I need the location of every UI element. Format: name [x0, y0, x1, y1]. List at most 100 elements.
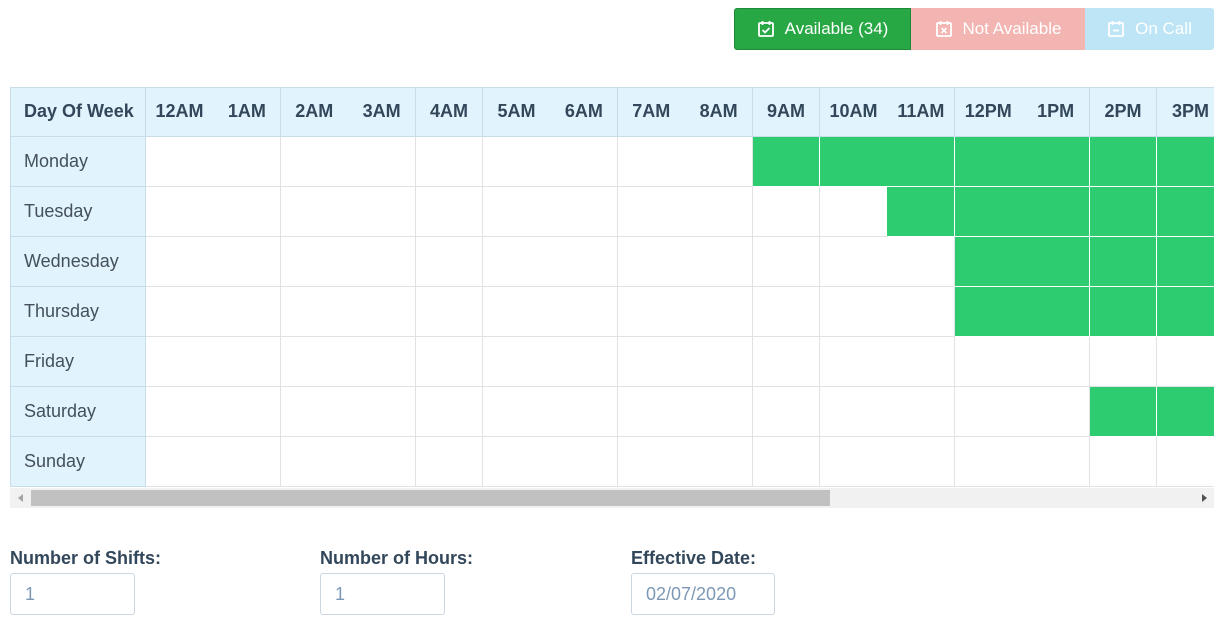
- empty-slot[interactable]: [685, 237, 754, 287]
- empty-slot[interactable]: [213, 237, 282, 287]
- empty-slot[interactable]: [685, 187, 754, 237]
- empty-slot[interactable]: [887, 387, 956, 437]
- empty-slot[interactable]: [483, 137, 551, 187]
- empty-slot[interactable]: [415, 387, 484, 437]
- empty-slot[interactable]: [752, 237, 821, 287]
- empty-slot[interactable]: [887, 287, 956, 337]
- empty-slot[interactable]: [213, 287, 282, 337]
- on-call-button[interactable]: On Call: [1085, 8, 1214, 50]
- empty-slot[interactable]: [348, 437, 417, 487]
- available-slot[interactable]: [1022, 287, 1091, 337]
- empty-slot[interactable]: [617, 187, 686, 237]
- empty-slot[interactable]: [415, 437, 484, 487]
- empty-slot[interactable]: [820, 387, 888, 437]
- available-slot[interactable]: [887, 137, 956, 187]
- available-slot[interactable]: [752, 137, 821, 187]
- available-slot[interactable]: [1022, 187, 1091, 237]
- available-slot[interactable]: [1157, 237, 1214, 287]
- empty-slot[interactable]: [415, 337, 484, 387]
- empty-slot[interactable]: [146, 287, 214, 337]
- empty-slot[interactable]: [1089, 337, 1158, 387]
- empty-slot[interactable]: [280, 337, 349, 387]
- empty-slot[interactable]: [954, 437, 1023, 487]
- empty-slot[interactable]: [820, 287, 888, 337]
- available-slot[interactable]: [820, 137, 888, 187]
- empty-slot[interactable]: [1089, 437, 1158, 487]
- empty-slot[interactable]: [752, 387, 821, 437]
- empty-slot[interactable]: [280, 137, 349, 187]
- empty-slot[interactable]: [617, 237, 686, 287]
- empty-slot[interactable]: [348, 137, 417, 187]
- scroll-right-arrow-icon[interactable]: [1194, 488, 1214, 508]
- empty-slot[interactable]: [550, 287, 619, 337]
- empty-slot[interactable]: [954, 337, 1023, 387]
- empty-slot[interactable]: [685, 137, 754, 187]
- empty-slot[interactable]: [954, 387, 1023, 437]
- empty-slot[interactable]: [213, 187, 282, 237]
- empty-slot[interactable]: [887, 337, 956, 387]
- available-slot[interactable]: [887, 187, 956, 237]
- hours-input[interactable]: [320, 573, 445, 615]
- empty-slot[interactable]: [348, 287, 417, 337]
- empty-slot[interactable]: [280, 187, 349, 237]
- empty-slot[interactable]: [415, 187, 484, 237]
- empty-slot[interactable]: [280, 237, 349, 287]
- available-slot[interactable]: [1089, 187, 1158, 237]
- available-slot[interactable]: [1089, 237, 1158, 287]
- empty-slot[interactable]: [887, 437, 956, 487]
- empty-slot[interactable]: [146, 337, 214, 387]
- empty-slot[interactable]: [146, 387, 214, 437]
- empty-slot[interactable]: [348, 387, 417, 437]
- empty-slot[interactable]: [1022, 387, 1091, 437]
- available-slot[interactable]: [954, 237, 1023, 287]
- available-slot[interactable]: [1157, 187, 1214, 237]
- empty-slot[interactable]: [617, 137, 686, 187]
- empty-slot[interactable]: [617, 287, 686, 337]
- available-slot[interactable]: [954, 287, 1023, 337]
- empty-slot[interactable]: [483, 187, 551, 237]
- available-slot[interactable]: [1089, 287, 1158, 337]
- empty-slot[interactable]: [280, 437, 349, 487]
- horizontal-scrollbar[interactable]: [10, 488, 1214, 508]
- empty-slot[interactable]: [752, 287, 821, 337]
- available-slot[interactable]: [1022, 137, 1091, 187]
- empty-slot[interactable]: [752, 337, 821, 387]
- empty-slot[interactable]: [280, 287, 349, 337]
- available-button[interactable]: Available (34): [734, 8, 911, 50]
- empty-slot[interactable]: [483, 237, 551, 287]
- empty-slot[interactable]: [550, 387, 619, 437]
- available-slot[interactable]: [954, 187, 1023, 237]
- empty-slot[interactable]: [483, 437, 551, 487]
- empty-slot[interactable]: [820, 237, 888, 287]
- available-slot[interactable]: [1089, 387, 1158, 437]
- available-slot[interactable]: [1157, 287, 1214, 337]
- empty-slot[interactable]: [1022, 437, 1091, 487]
- empty-slot[interactable]: [887, 237, 956, 287]
- empty-slot[interactable]: [752, 187, 821, 237]
- empty-slot[interactable]: [617, 387, 686, 437]
- empty-slot[interactable]: [685, 387, 754, 437]
- shifts-input[interactable]: [10, 573, 135, 615]
- empty-slot[interactable]: [685, 337, 754, 387]
- empty-slot[interactable]: [415, 137, 484, 187]
- empty-slot[interactable]: [685, 437, 754, 487]
- empty-slot[interactable]: [213, 387, 282, 437]
- empty-slot[interactable]: [820, 187, 888, 237]
- empty-slot[interactable]: [213, 137, 282, 187]
- empty-slot[interactable]: [820, 437, 888, 487]
- empty-slot[interactable]: [685, 287, 754, 337]
- empty-slot[interactable]: [483, 337, 551, 387]
- empty-slot[interactable]: [820, 337, 888, 387]
- empty-slot[interactable]: [617, 437, 686, 487]
- empty-slot[interactable]: [550, 237, 619, 287]
- empty-slot[interactable]: [752, 437, 821, 487]
- empty-slot[interactable]: [348, 237, 417, 287]
- available-slot[interactable]: [1022, 237, 1091, 287]
- empty-slot[interactable]: [146, 137, 214, 187]
- available-slot[interactable]: [1157, 387, 1214, 437]
- empty-slot[interactable]: [617, 337, 686, 387]
- empty-slot[interactable]: [146, 437, 214, 487]
- empty-slot[interactable]: [348, 337, 417, 387]
- empty-slot[interactable]: [1022, 337, 1091, 387]
- not-available-button[interactable]: Not Available: [911, 8, 1085, 50]
